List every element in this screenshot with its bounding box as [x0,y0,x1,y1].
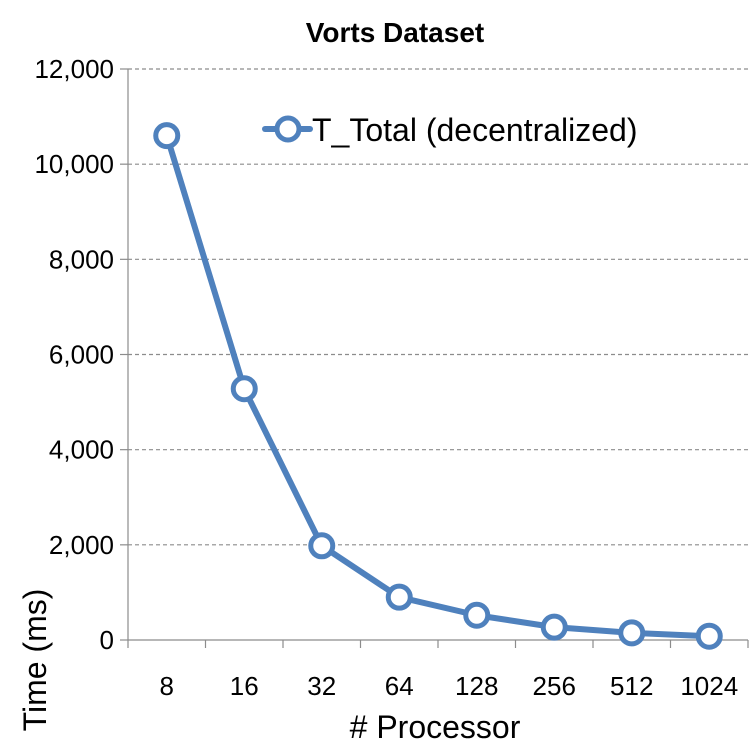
data-point [618,619,646,647]
x-tick-labels: 8 16 32 64 128 256 512 1024 [160,671,739,701]
x-tick-label: 256 [533,671,576,701]
x-tick-label: 512 [610,671,653,701]
y-tick-label: 0 [100,625,114,655]
y-tick-label: 12,000 [34,54,114,84]
x-axis-label: # Processor [350,709,521,745]
data-point [385,583,413,611]
x-tick-label: 8 [160,671,174,701]
x-tick-label: 128 [455,671,498,701]
y-tick-label: 2,000 [49,530,114,560]
gridlines [128,68,748,546]
x-tick-label: 32 [307,671,336,701]
data-point [230,375,258,403]
y-axis-label: Time (ms) [17,589,53,732]
data-point [463,601,491,629]
data-point [308,532,336,560]
data-point [695,622,723,650]
axes [120,68,749,648]
y-tick-labels: 0 2,000 4,000 6,000 8,000 10,000 12,000 [34,54,114,655]
data-point [153,122,181,150]
x-tick-label: 1024 [680,671,738,701]
legend-circle-marker [274,115,302,143]
y-tick-label: 4,000 [49,435,114,465]
chart-title: Vorts Dataset [306,17,484,48]
y-tick-label: 8,000 [49,244,114,274]
x-tick-label: 16 [230,671,259,701]
y-tick-label: 6,000 [49,340,114,370]
series [153,122,723,650]
y-tick-label: 10,000 [34,149,114,179]
x-tick-label: 64 [385,671,414,701]
data-point [540,613,568,641]
legend: T_Total (decentralized) [262,112,637,148]
legend-label: T_Total (decentralized) [312,112,637,148]
